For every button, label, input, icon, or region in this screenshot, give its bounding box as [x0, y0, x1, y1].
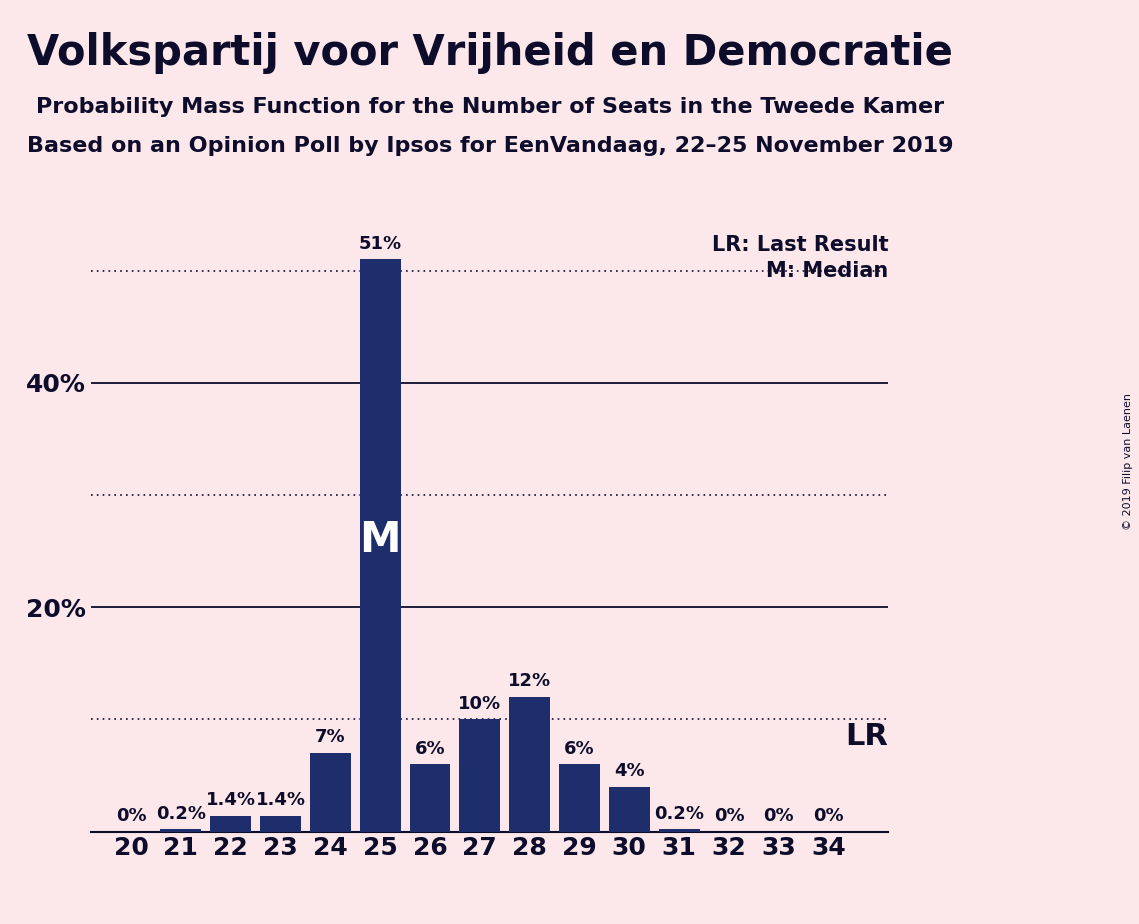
Text: LR: LR — [845, 722, 888, 750]
Bar — [459, 720, 500, 832]
Text: 0%: 0% — [763, 807, 794, 825]
Bar — [310, 753, 351, 832]
Text: 1.4%: 1.4% — [206, 791, 255, 809]
Bar — [211, 816, 251, 832]
Text: © 2019 Filip van Laenen: © 2019 Filip van Laenen — [1123, 394, 1133, 530]
Bar — [609, 786, 649, 832]
Text: 0.2%: 0.2% — [654, 805, 704, 822]
Text: LR: Last Result: LR: Last Result — [712, 236, 888, 255]
Bar — [161, 830, 202, 832]
Bar — [360, 260, 401, 832]
Text: M: Median: M: Median — [767, 261, 888, 281]
Text: 0%: 0% — [116, 807, 146, 825]
Bar — [509, 697, 550, 832]
Bar — [260, 816, 301, 832]
Text: Probability Mass Function for the Number of Seats in the Tweede Kamer: Probability Mass Function for the Number… — [35, 97, 944, 117]
Bar — [410, 764, 450, 832]
Bar — [658, 830, 699, 832]
Text: 0%: 0% — [813, 807, 844, 825]
Text: 0%: 0% — [714, 807, 744, 825]
Text: Volkspartij voor Vrijheid en Democratie: Volkspartij voor Vrijheid en Democratie — [27, 32, 952, 74]
Text: 0.2%: 0.2% — [156, 805, 206, 822]
Text: 51%: 51% — [359, 235, 402, 252]
Text: 6%: 6% — [415, 739, 445, 758]
Text: 7%: 7% — [316, 728, 345, 747]
Text: 10%: 10% — [458, 695, 501, 712]
Text: 12%: 12% — [508, 673, 551, 690]
Text: 4%: 4% — [614, 762, 645, 780]
Text: 1.4%: 1.4% — [255, 791, 305, 809]
Bar — [559, 764, 600, 832]
Text: M: M — [360, 519, 401, 561]
Text: 6%: 6% — [564, 739, 595, 758]
Text: Based on an Opinion Poll by Ipsos for EenVandaag, 22–25 November 2019: Based on an Opinion Poll by Ipsos for Ee… — [26, 136, 953, 156]
